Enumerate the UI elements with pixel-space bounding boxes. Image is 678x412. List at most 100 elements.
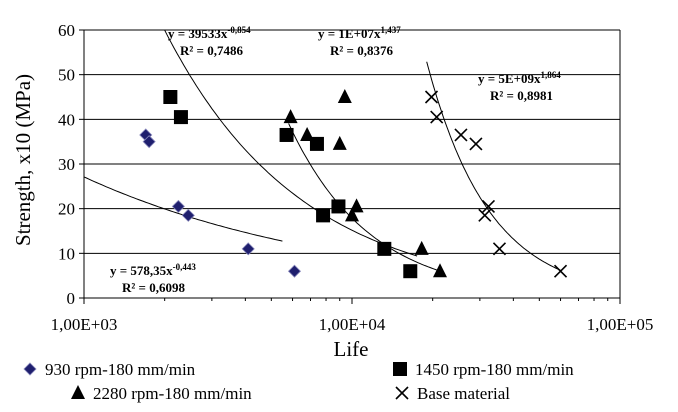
legend-item: Base material: [395, 384, 510, 403]
data-point-square-shape: [316, 208, 331, 223]
data-point-x-stroke: [481, 199, 496, 213]
y-tick-label: 30: [58, 155, 75, 174]
legend-marker-diamond-shape: [23, 362, 37, 376]
data-point-diamond: [142, 135, 156, 149]
data-point-diamond: [171, 199, 185, 213]
data-point-square-shape: [173, 110, 188, 125]
legend-label: 2280 rpm-180 mm/min: [93, 384, 252, 403]
data-point-square-shape: [377, 241, 392, 256]
data-point-triangle-shape: [300, 126, 315, 141]
y-tick-label: 60: [58, 21, 75, 40]
data-point-x: [424, 90, 439, 104]
trendline-equation: y = 578,35x-0,443: [110, 262, 196, 278]
data-point-x-stroke: [553, 264, 568, 278]
trendline-r-squared: R² = 0,6098: [122, 280, 185, 295]
data-point-x: [430, 110, 444, 124]
data-point-triangle: [349, 198, 364, 213]
axes: [79, 29, 621, 304]
y-tick-label: 0: [67, 289, 76, 308]
data-point-triangle-shape: [332, 135, 347, 150]
legend-label: 1450 rpm-180 mm/min: [415, 360, 574, 379]
trendline-3: [288, 123, 442, 272]
data-point-diamond: [181, 208, 195, 222]
trendline-equation: y = 5E+09x1,864: [478, 70, 561, 86]
data-point-x-stroke: [424, 90, 439, 104]
legend-label: Base material: [417, 384, 510, 403]
data-point-diamond-shape: [241, 242, 255, 256]
legend-item: 1450 rpm-180 mm/min: [393, 360, 574, 379]
y-tick-label: 20: [58, 200, 75, 219]
data-point-triangle-shape: [345, 207, 359, 222]
x-tick-label: 1,00E+05: [587, 315, 654, 334]
legend-marker-diamond: [23, 362, 37, 376]
data-point-triangle: [433, 263, 448, 278]
data-point-square: [163, 90, 178, 104]
legend-item: 930 rpm-180 mm/min: [23, 360, 196, 379]
data-point-triangle: [332, 135, 347, 150]
trendline-r-squared: R² = 0,8376: [330, 43, 393, 58]
data-point-x: [469, 137, 483, 151]
data-point-triangle-shape: [433, 263, 448, 278]
legend-item: 2280 rpm-180 mm/min: [71, 384, 252, 403]
data-point-x-stroke: [430, 110, 444, 124]
data-point-square-shape: [279, 127, 294, 142]
data-point-x: [492, 242, 507, 256]
x-tick-label: 1,00E+03: [51, 315, 118, 334]
data-point-diamond: [241, 242, 255, 256]
legend-marker-triangle-shape: [71, 385, 85, 399]
data-point-triangle-shape: [414, 240, 429, 255]
legend: 930 rpm-180 mm/min 1450 rpm-180 mm/min 228…: [23, 360, 574, 403]
data-point-square: [316, 208, 331, 223]
trendline-equation: y = 1E+07x1,437: [318, 25, 401, 41]
data-point-diamond-shape: [171, 199, 185, 213]
data-point-square: [377, 241, 392, 256]
legend-marker-square-shape: [393, 362, 407, 376]
trendline-equation: y = 39533x-0,854: [168, 25, 251, 41]
data-point-square-shape: [403, 264, 418, 279]
data-point-x: [478, 208, 492, 222]
tick-labels: 0 10 20 30 40 50 60 1,00E+03 1,00E+04 1,00E+05: [51, 21, 654, 334]
legend-marker-triangle: [71, 385, 85, 399]
y-tick-label: 40: [58, 110, 75, 129]
data-point-triangle: [300, 126, 315, 141]
data-point-x-stroke: [469, 137, 483, 151]
x-axis-title: Life: [334, 337, 369, 361]
data-point-x-stroke: [492, 242, 507, 256]
data-point-square: [173, 110, 188, 125]
data-point-x: [553, 264, 568, 278]
data-point-triangle: [414, 240, 429, 255]
data-point-x: [481, 199, 496, 213]
legend-marker-x-stroke: [395, 386, 409, 400]
data-points: [139, 89, 568, 279]
data-point-square-shape: [331, 199, 346, 214]
y-axis-title: Strength, x10 (MPa): [11, 74, 35, 246]
data-point-triangle-shape: [337, 89, 352, 103]
trendline-4: [426, 61, 561, 271]
data-point-diamond-shape: [181, 208, 195, 222]
legend-marker-square: [393, 362, 407, 376]
trendline-equations: y = 578,35x-0,443 R² = 0,6098 y = 39533x-0…: [110, 25, 561, 295]
y-tick-label: 50: [58, 66, 75, 85]
data-point-triangle: [283, 109, 298, 124]
trendline-r-squared: R² = 0,7486: [180, 43, 243, 58]
data-point-square: [331, 199, 346, 214]
data-point-square: [403, 264, 418, 279]
data-point-triangle-shape: [349, 198, 364, 213]
legend-marker-x: [395, 386, 409, 400]
data-point-square-shape: [163, 90, 178, 104]
trendline-r-squared: R² = 0,8981: [490, 88, 553, 103]
data-point-diamond-shape: [287, 264, 302, 278]
data-point-x-stroke: [478, 208, 492, 222]
data-point-diamond-shape: [142, 135, 156, 149]
trendline-2: [164, 29, 418, 257]
data-point-x: [454, 128, 468, 142]
data-point-x-stroke: [454, 128, 468, 142]
y-tick-label: 10: [58, 244, 75, 263]
x-tick-label: 1,00E+04: [319, 315, 386, 334]
data-point-triangle: [337, 89, 352, 103]
data-point-square: [279, 127, 294, 142]
data-point-triangle-shape: [283, 109, 298, 124]
trendlines: [83, 29, 561, 272]
